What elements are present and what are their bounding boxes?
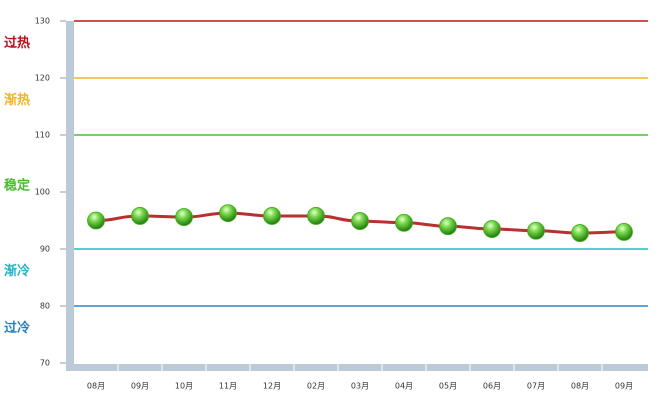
zone-label: 过热 [4,35,30,51]
x-tick-label: 08月 [571,382,589,391]
y-tick-label: 90 [40,245,50,254]
zone-label: 渐冷 [4,263,30,279]
y-axis-bar [66,21,74,371]
point [175,208,193,226]
point [219,204,237,222]
x-tick-label: 09月 [131,382,149,391]
point [615,222,633,241]
zone-label: 稳定 [4,178,30,194]
zone-label: 过冷 [4,320,30,336]
y-tick-label: 80 [40,302,50,311]
zone-label: 渐热 [4,92,30,108]
x-tick-label: 05月 [439,382,457,391]
x-tick-label: 02月 [307,382,325,391]
point [131,207,149,225]
x-tick-label: 11月 [219,382,237,391]
point [483,220,501,238]
point [439,217,457,236]
point [571,224,589,242]
y-tick-label: 110 [35,131,50,140]
x-tick-label: 10月 [175,382,193,391]
x-tick-label: 07月 [527,382,545,391]
y-tick-label: 130 [35,17,50,26]
y-tick-label: 70 [40,359,50,368]
x-tick-label: 12月 [263,382,281,391]
x-tick-label: 04月 [395,382,413,391]
x-axis-bar [66,364,648,371]
x-tick-label: 08月 [87,382,105,391]
x-tick-label: 03月 [351,382,369,391]
point [395,213,413,232]
point [351,212,369,230]
x-tick-label: 06月 [483,382,501,391]
point [87,211,105,230]
y-tick-label: 120 [35,74,50,83]
y-tick-label: 100 [35,188,50,197]
point [307,207,325,225]
x-tick-label: 09月 [615,382,633,391]
point [263,207,281,225]
point [527,221,545,240]
